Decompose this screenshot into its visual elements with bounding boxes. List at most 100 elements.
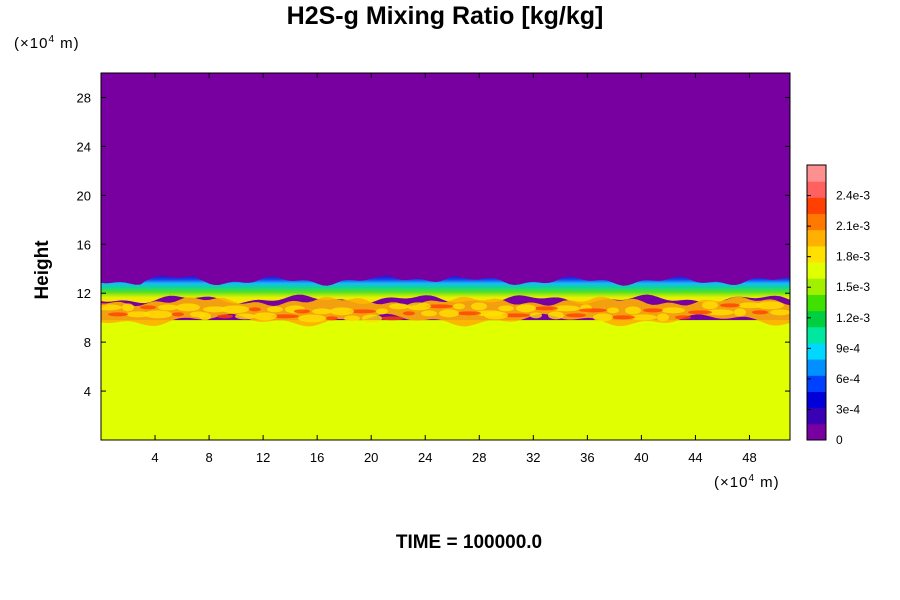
- x-tick-label: 32: [526, 450, 540, 465]
- layer-speckle: [502, 313, 530, 318]
- layer-speckle: [752, 310, 768, 315]
- y-tick-label: 24: [77, 139, 91, 154]
- layer-speckle: [607, 307, 619, 314]
- layer-speckle: [439, 309, 459, 318]
- layer-speckle: [203, 306, 227, 313]
- colorbar-swatch: [807, 391, 826, 409]
- x-tick-label: 48: [742, 450, 756, 465]
- colorbar-swatch: [807, 342, 826, 360]
- layer-speckle: [407, 302, 431, 311]
- x-tick-label: 40: [634, 450, 648, 465]
- layer-speckle: [144, 310, 172, 319]
- y-unit-label: (×104 m): [14, 34, 80, 52]
- layer-speckle: [643, 308, 663, 313]
- colorbar-tick-label: 2.4e-3: [836, 189, 870, 203]
- layer-speckle: [629, 314, 657, 321]
- layer-speckle: [498, 305, 514, 312]
- colorbar-tick-label: 3e-4: [836, 402, 860, 416]
- colorbar-swatch: [807, 181, 826, 198]
- layer-speckle: [249, 307, 261, 312]
- colorbar-swatch: [807, 213, 826, 231]
- layer-speckle: [484, 311, 508, 320]
- layer-speckle: [221, 305, 249, 314]
- layer-speckle: [593, 313, 613, 322]
- colorbar-swatch: [807, 197, 826, 215]
- layer-speckle: [625, 306, 641, 315]
- colorbar-swatch: [807, 407, 826, 425]
- layer-speckle: [756, 301, 784, 310]
- x-tick-label: 20: [364, 450, 378, 465]
- x-tick-label: 28: [472, 450, 486, 465]
- layer-speckle: [126, 311, 150, 318]
- colorbar-swatch: [807, 165, 826, 182]
- colorbar-tick-label: 1.2e-3: [836, 311, 870, 325]
- layer-speckle: [294, 309, 310, 314]
- layer-speckle: [253, 312, 277, 321]
- x-tick-label: 36: [580, 450, 594, 465]
- layer-speckle: [122, 303, 134, 312]
- x-axis: 4 8 12 16 20 24 28 32 36 40 44 48: [151, 73, 757, 465]
- layer-speckle: [298, 314, 326, 323]
- layer-speckle: [101, 304, 122, 311]
- layer-speckle: [566, 313, 586, 318]
- colorbar-tick-label: 1.8e-3: [836, 250, 870, 264]
- colorbar-swatch: [807, 423, 826, 441]
- layer-speckle: [734, 308, 746, 317]
- layer-speckle: [326, 316, 338, 321]
- x-tick-label: 4: [151, 450, 158, 465]
- colorbar-swatch: [807, 262, 826, 279]
- layer-speckle: [534, 306, 558, 311]
- y-tick-label: 8: [84, 335, 91, 350]
- layer-speckle: [140, 305, 156, 310]
- colorbar-swatch: [807, 229, 826, 247]
- transition-band: [101, 274, 790, 304]
- layer-speckle: [362, 314, 382, 323]
- colorbar-swatch: [807, 278, 826, 295]
- y-tick-label: 28: [77, 90, 91, 105]
- colorbar-swatch: [807, 310, 826, 328]
- colorbar-tick-label: 2.1e-3: [836, 219, 870, 233]
- layer-speckle: [770, 309, 790, 316]
- colorbar-swatch: [807, 375, 826, 392]
- layer-speckle: [552, 305, 580, 312]
- layer-speckle: [380, 316, 404, 321]
- colorbar-tick-label: 6e-4: [836, 372, 860, 386]
- layer-speckle: [235, 313, 255, 320]
- x-tick-label: 16: [310, 450, 324, 465]
- layer-speckle: [376, 308, 388, 315]
- layer-speckle: [611, 315, 635, 320]
- layer-speckle: [344, 315, 360, 322]
- layer-speckle: [176, 303, 200, 312]
- colorbar-swatch: [807, 359, 826, 376]
- colorbar: 0 3e-4 6e-4 9e-4 1.2e-3 1.5e-3 1.8e-3 2.1e-3 2.4…: [806, 164, 870, 447]
- layer-speckle: [217, 314, 233, 319]
- x-tick-label: 24: [418, 450, 432, 465]
- layer-speckle: [348, 309, 376, 314]
- layer-speckle: [330, 307, 354, 316]
- colorbar-tick-label: 0: [836, 433, 843, 447]
- layer-speckle: [530, 312, 542, 319]
- layer-speckle: [688, 310, 712, 315]
- x-tick-label: 12: [256, 450, 270, 465]
- y-tick-label: 16: [77, 237, 91, 252]
- layer-speckle: [579, 308, 607, 313]
- layer-speckle: [657, 313, 669, 322]
- colorbar-tick-label: 1.5e-3: [836, 280, 870, 294]
- y-tick-label: 20: [77, 188, 91, 203]
- y-axis: 4 8 12 16 20 24 28: [77, 90, 790, 399]
- layer-speckle: [471, 302, 487, 311]
- layer-speckle: [421, 310, 437, 317]
- layer-speckle: [661, 307, 685, 314]
- layer-speckle: [453, 303, 465, 310]
- layer-speckle: [108, 312, 128, 317]
- layer-speckle: [706, 309, 734, 316]
- layer-speckle: [720, 303, 740, 308]
- layer-speckle: [389, 303, 409, 310]
- layer-speckle: [267, 306, 283, 313]
- layer-speckle: [271, 314, 299, 319]
- x-unit-label: (×104 m): [714, 473, 780, 491]
- colorbar-swatch: [807, 294, 826, 312]
- layer-speckle: [158, 304, 178, 311]
- plot-frame: [100, 72, 791, 441]
- layer-speckle: [312, 308, 332, 315]
